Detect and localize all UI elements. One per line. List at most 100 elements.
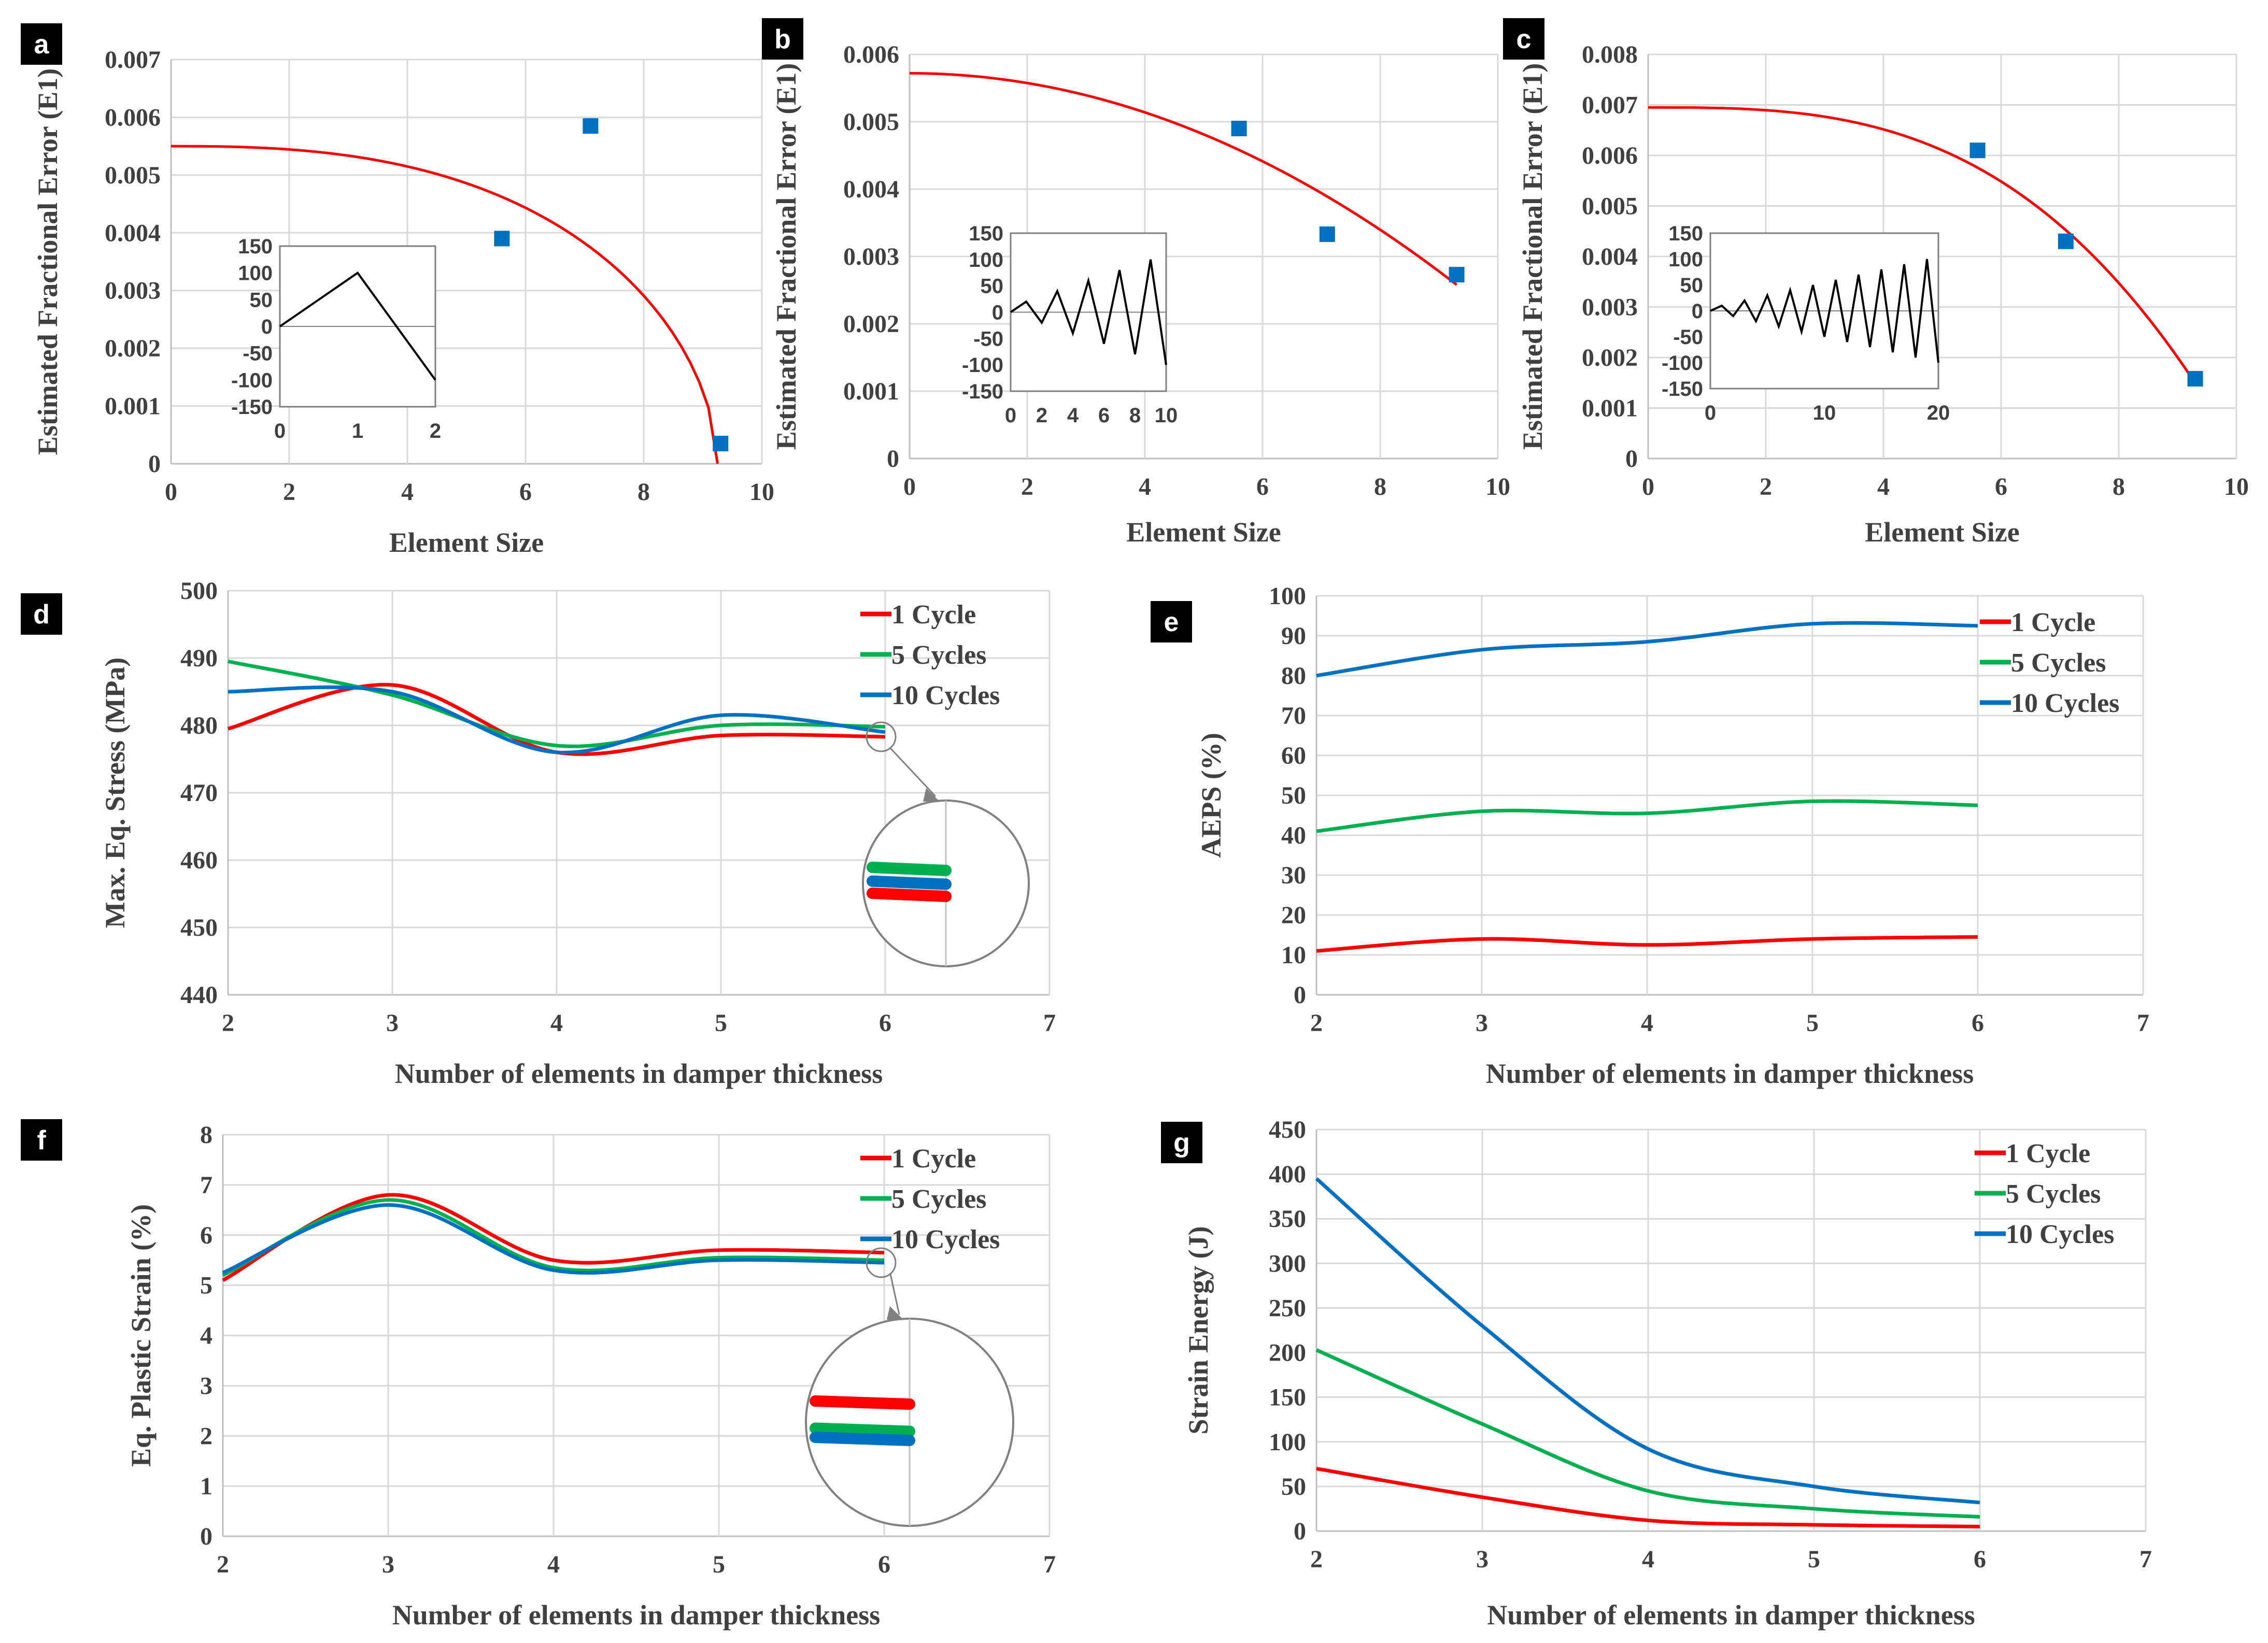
x-tick-label: 2 bbox=[222, 1009, 234, 1037]
series-line-blue bbox=[222, 1203, 885, 1275]
y-tick-label: 250 bbox=[1269, 1294, 1306, 1322]
panel-label: f bbox=[37, 1125, 46, 1155]
y-tick-label: 0.005 bbox=[1582, 193, 1638, 220]
inset-y-tick: 150 bbox=[969, 222, 1003, 245]
x-axis-title: Element Size bbox=[1126, 517, 1281, 548]
x-tick-label: 4 bbox=[550, 1009, 563, 1037]
inset-y-tick: 150 bbox=[238, 235, 273, 258]
y-tick-label: 8 bbox=[200, 1121, 212, 1149]
x-tick-label: 4 bbox=[1641, 1009, 1653, 1037]
y-axis-title: AEPS (%) bbox=[1196, 733, 1227, 858]
x-tick-label: 10 bbox=[749, 478, 774, 506]
y-tick-label: 450 bbox=[180, 914, 218, 941]
y-axis-title: Strain Energy (J) bbox=[1183, 1226, 1214, 1435]
y-tick-label: 6 bbox=[200, 1222, 212, 1249]
series-line-green bbox=[228, 660, 886, 748]
y-tick-label: 460 bbox=[180, 847, 218, 874]
y-tick-label: 0 bbox=[200, 1523, 212, 1550]
y-tick-label: 0.004 bbox=[105, 219, 161, 247]
x-tick-label: 8 bbox=[2113, 473, 2125, 501]
y-axis-title: Max. Eq. Stress (MPa) bbox=[100, 658, 131, 928]
inset-x-tick: 2 bbox=[430, 420, 441, 442]
zoom-source-circle bbox=[866, 721, 897, 752]
y-tick-label: 450 bbox=[1269, 1116, 1306, 1144]
y-tick-label: 350 bbox=[1269, 1205, 1306, 1233]
y-tick-label: 70 bbox=[1281, 702, 1306, 730]
panel-badge bbox=[1161, 1122, 1202, 1163]
inset-x-tick: 4 bbox=[1067, 404, 1079, 427]
x-tick-label: 3 bbox=[1476, 1009, 1488, 1037]
panel-e: 0 10 20 30 40 50 60 70 80 90 100 2 3 4 5 6 7 Number of el… bbox=[1151, 582, 2149, 1089]
inset-y-tick: -150 bbox=[1662, 378, 1703, 401]
y-tick-label: 150 bbox=[1269, 1384, 1306, 1411]
inset-y-tick: 100 bbox=[1668, 248, 1703, 271]
x-tick-label: 3 bbox=[386, 1009, 399, 1037]
y-tick-label: 0.008 bbox=[1582, 41, 1638, 68]
y-tick-label: 0.007 bbox=[1582, 92, 1638, 119]
inset-signal-line bbox=[1010, 259, 1167, 365]
inset-y-tick: 100 bbox=[969, 249, 1003, 272]
series-line-red bbox=[1316, 1466, 1980, 1528]
inset-x-tick: 10 bbox=[1813, 402, 1836, 424]
y-tick-label: 7 bbox=[200, 1171, 212, 1199]
x-axis-title: Number of elements in damper thickness bbox=[392, 1599, 881, 1631]
inset-signal-line bbox=[1710, 259, 1939, 363]
inset-x-tick: 8 bbox=[1129, 404, 1141, 427]
inset-x-tick: 1 bbox=[352, 420, 363, 442]
inset-x-tick: 0 bbox=[274, 420, 286, 442]
y-tick-label: 0.007 bbox=[105, 46, 161, 74]
panel-g: 0 50 100 150 200 250 300 350 400 450 2 3 4 5 6 7 Number … bbox=[1161, 1116, 2152, 1631]
inset-y-tick: -50 bbox=[1673, 326, 1703, 349]
x-tick-label: 0 bbox=[903, 473, 916, 501]
inset-x-tick: 2 bbox=[1036, 404, 1047, 427]
series-line-green bbox=[1315, 1348, 1980, 1519]
y-tick-label: 0 bbox=[887, 445, 899, 473]
y-tick-label: 0.004 bbox=[1582, 243, 1638, 270]
legend-label: 1 Cycle bbox=[891, 600, 976, 630]
y-tick-label: 40 bbox=[1281, 822, 1306, 849]
zoom-series-green bbox=[867, 862, 952, 876]
y-tick-label: 500 bbox=[180, 577, 218, 605]
x-tick-label: 4 bbox=[401, 478, 414, 506]
y-tick-label: 0.005 bbox=[105, 162, 161, 189]
x-tick-label: 2 bbox=[1310, 1546, 1323, 1573]
x-tick-label: 5 bbox=[715, 1009, 727, 1037]
y-tick-label: 50 bbox=[1281, 1473, 1306, 1501]
legend-label: 5 Cycles bbox=[891, 1184, 986, 1214]
zoom-source-circle bbox=[866, 1247, 897, 1278]
y-tick-label: 50 bbox=[1281, 782, 1306, 809]
y-tick-label: 2 bbox=[200, 1422, 212, 1450]
legend-label: 10 Cycles bbox=[891, 681, 1000, 710]
x-tick-label: 4 bbox=[547, 1551, 560, 1578]
y-tick-label: 0.002 bbox=[843, 310, 899, 338]
data-point bbox=[583, 118, 599, 134]
x-tick-label: 0 bbox=[165, 478, 177, 506]
x-tick-label: 7 bbox=[1043, 1009, 1056, 1037]
x-tick-label: 6 bbox=[1974, 1546, 1986, 1573]
inset-x-tick: 0 bbox=[1705, 402, 1716, 424]
zoom-series-red bbox=[867, 888, 952, 902]
y-tick-label: 480 bbox=[180, 712, 218, 739]
y-tick-label: 100 bbox=[1269, 1428, 1306, 1456]
series-line-blue bbox=[1316, 621, 1978, 678]
inset-y-tick: -100 bbox=[1662, 352, 1703, 375]
x-tick-label: 7 bbox=[1043, 1551, 1056, 1578]
inset-y-tick: 0 bbox=[1692, 300, 1703, 323]
x-tick-label: 6 bbox=[519, 478, 532, 506]
legend-label: 5 Cycles bbox=[891, 640, 986, 670]
zoom-inset bbox=[805, 1247, 1014, 1527]
series-line-blue bbox=[1315, 1177, 1980, 1505]
y-tick-label: 0.003 bbox=[105, 277, 161, 305]
x-tick-label: 7 bbox=[2139, 1546, 2152, 1573]
x-tick-label: 4 bbox=[1877, 473, 1890, 501]
y-tick-label: 0.005 bbox=[843, 108, 899, 136]
y-tick-label: 4 bbox=[200, 1322, 212, 1350]
legend-label: 5 Cycles bbox=[2011, 648, 2106, 678]
data-point bbox=[1231, 121, 1247, 136]
series-line-blue bbox=[228, 685, 886, 755]
legend-label: 10 Cycles bbox=[2006, 1220, 2114, 1249]
data-point bbox=[494, 231, 510, 247]
zoom-inset bbox=[862, 721, 1030, 967]
